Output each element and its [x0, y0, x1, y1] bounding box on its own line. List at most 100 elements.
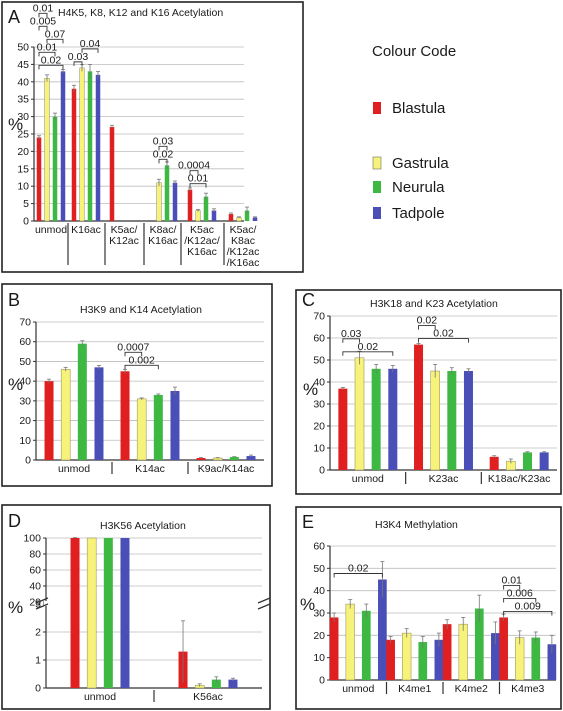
legend-swatch-neurula	[373, 181, 381, 193]
y-tick-label: 30	[19, 395, 31, 407]
bar	[491, 633, 500, 680]
bar	[211, 679, 221, 688]
bar	[94, 367, 104, 460]
y-tick-label: 70	[19, 317, 31, 329]
bar	[36, 137, 42, 221]
legend-label-gastrula: Gastrula	[392, 155, 449, 172]
x-tick-label-line: K12ac	[109, 235, 139, 247]
pvalue-label: 0.0004	[178, 160, 210, 172]
x-tick-label: unmod	[342, 683, 374, 695]
panel-d-frame	[1, 504, 271, 710]
pvalue-bracket	[418, 325, 436, 330]
pvalue-bracket	[38, 64, 64, 70]
y-tick-label: 50	[313, 355, 325, 367]
bar	[434, 639, 444, 680]
y-tick-label: 20	[29, 597, 41, 609]
pvalue-label: 0.01	[37, 41, 58, 53]
y-tick-label: 30	[17, 111, 29, 123]
bar	[378, 579, 387, 680]
y-tick-label: 40	[19, 376, 31, 388]
bar	[95, 74, 101, 221]
legend-item-tadpole: Tadpole	[373, 205, 445, 222]
panel-a-letter: A	[8, 7, 20, 27]
bar	[371, 368, 381, 470]
y-tick-label: 60	[313, 541, 325, 553]
bar	[442, 624, 452, 680]
y-tick-label: 0	[23, 216, 29, 228]
x-tick-label: unmod	[58, 463, 90, 475]
bar	[361, 610, 371, 680]
x-tick-label: K5ac/K12ac/K16ac	[184, 224, 220, 258]
legend-swatch-gastrula	[372, 156, 382, 170]
pvalue-bracket	[81, 48, 99, 53]
pvalue-label: 0.01	[188, 173, 209, 185]
pvalue-label: 0.0007	[117, 341, 149, 353]
y-tick-label: 40	[29, 581, 41, 593]
y-tick-label: 50	[17, 42, 29, 54]
y-tick-label: 10	[313, 652, 325, 664]
bar	[70, 538, 80, 688]
panel-c-frame	[295, 289, 562, 495]
bar	[172, 182, 178, 221]
pvalue-label: 0.02	[153, 148, 174, 160]
y-tick-label: 60	[313, 333, 325, 345]
bar	[170, 391, 180, 460]
x-tick-label: K18ac/K23ac	[488, 473, 550, 485]
x-tick-label-line: K16ac	[71, 224, 101, 236]
y-tick-label: 100	[23, 533, 41, 545]
x-tick-label-line: K5ac/	[230, 224, 257, 236]
x-tick-label-line: K14ac	[135, 463, 165, 475]
pvalue-label: 0.002	[129, 354, 155, 366]
legend-label-neurula: Neurula	[392, 179, 445, 196]
panel-e-title: H3K4 Methylation	[375, 519, 458, 531]
x-tick-label-line: unmod	[84, 691, 116, 703]
bar	[499, 617, 508, 680]
x-tick-label-line: K56ac	[193, 691, 223, 703]
y-tick-label: 20	[313, 421, 325, 433]
bar	[79, 67, 85, 222]
x-tick-label: K4me3	[511, 683, 544, 695]
pvalue-bracket	[503, 585, 521, 590]
y-tick-label: 60	[29, 565, 41, 577]
x-tick-label: unmod	[84, 691, 116, 703]
x-tick-label-line: /K12ac	[227, 246, 260, 258]
legend-swatch-tadpole	[373, 207, 381, 219]
y-tick-label: 80	[29, 549, 41, 561]
y-tick-label: 10	[313, 443, 325, 455]
x-tick-label-line: K23ac	[429, 473, 459, 485]
x-tick-label: K23ac	[429, 473, 459, 485]
y-tick-label: 20	[19, 415, 31, 427]
bar	[44, 381, 54, 460]
x-tick-label: K8ac/K16ac	[148, 224, 178, 247]
pvalue-label: 0.04	[80, 38, 101, 50]
pvalue-label: 0.03	[68, 51, 89, 63]
panel-b-title: H3K9 and K14 Acetylation	[80, 304, 202, 316]
pvalue-bracket	[418, 338, 469, 343]
y-tick-label: 40	[17, 76, 29, 88]
bar	[156, 182, 162, 222]
bar	[522, 452, 532, 470]
pvalue-bracket	[333, 573, 383, 578]
pvalue-bracket	[342, 351, 394, 356]
legend-item-gastrula: Gastrula	[372, 155, 449, 172]
legend-label-tadpole: Tadpole	[392, 205, 445, 222]
y-tick-label: 30	[313, 399, 325, 411]
axis-break-mark	[35, 603, 49, 610]
panel-c-letter: C	[302, 290, 315, 310]
bar	[228, 679, 238, 688]
bar	[120, 371, 130, 460]
bar	[87, 71, 93, 221]
y-tick-label: 10	[17, 181, 29, 193]
panel-b-frame	[1, 283, 273, 487]
bar	[120, 538, 130, 688]
bar	[388, 368, 398, 470]
panel-c-title: H3K18 and K23 Acetylation	[370, 298, 498, 310]
x-tick-label-line: unmod	[35, 224, 67, 236]
bar	[60, 369, 71, 461]
y-tick-label: 50	[313, 563, 325, 575]
panel-d-title: H3K56 Acetylation	[100, 520, 186, 532]
x-tick-label-line: K16ac	[187, 246, 217, 258]
